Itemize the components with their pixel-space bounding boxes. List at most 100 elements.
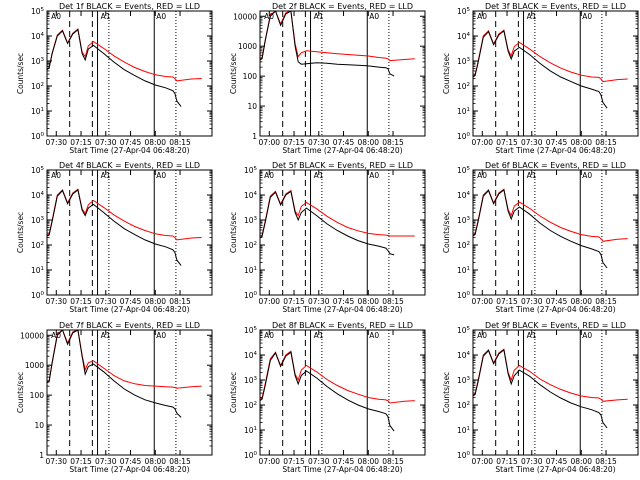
y-tick-label: 100: [31, 291, 45, 300]
plot-frame: [46, 329, 213, 456]
x-tick-label: 07:45: [333, 297, 355, 306]
plot-frame: [259, 169, 426, 296]
x-tick-label: 07:15: [70, 297, 92, 306]
panel-title: Det 7f BLACK = Events, RED = LLD: [59, 321, 200, 330]
x-tick-label: 08:00: [357, 138, 379, 147]
x-tick-label: 08:00: [570, 297, 592, 306]
attenuator-label: A0: [582, 331, 592, 340]
lld-series-line: [473, 188, 628, 242]
x-tick-label: 07:30: [45, 138, 67, 147]
y-tick-label: 101: [244, 266, 257, 275]
panel-title: Det 2f BLACK = Events, RED = LLD: [272, 2, 413, 11]
y-tick-label: 102: [457, 401, 470, 410]
y-tick-label: 105: [31, 7, 45, 16]
y-tick-label: 103: [457, 216, 471, 225]
plot-frame: [259, 10, 426, 137]
x-tick-label: 08:00: [144, 457, 166, 466]
panel-title: Det 3f BLACK = Events, RED = LLD: [485, 2, 626, 11]
y-tick-label: 100: [457, 132, 471, 141]
y-tick-label: 103: [31, 57, 45, 66]
y-axis-label: Counts/sec: [442, 212, 451, 253]
plot-frame: [46, 10, 213, 137]
attenuator-label: A0: [264, 12, 274, 21]
y-tick-label: 105: [31, 166, 45, 175]
attenuator-label: A0: [156, 12, 166, 21]
attenuator-label: A0: [51, 171, 61, 180]
lld-series-line: [260, 350, 415, 404]
panel-title: Det 1f BLACK = Events, RED = LLD: [59, 2, 200, 11]
x-tick-label: 08:15: [169, 457, 191, 466]
attenuator-label: A1: [314, 331, 324, 340]
x-axis-label: Start Time (27-Apr-04 06:48:20): [495, 146, 615, 155]
attenuator-label: A1: [527, 331, 537, 340]
y-tick-label: 1000: [25, 361, 44, 370]
y-tick-label: 102: [244, 241, 257, 250]
x-tick-label: 07:00: [258, 457, 280, 466]
y-tick-label: 104: [31, 32, 45, 41]
events-series-line: [47, 28, 182, 107]
x-axis-label: Start Time (27-Apr-04 06:48:20): [495, 305, 615, 314]
x-tick-label: 08:15: [382, 297, 404, 306]
attenuator-label: A1: [101, 12, 111, 21]
x-tick-label: 07:30: [308, 138, 330, 147]
panel-title: Det 5f BLACK = Events, RED = LLD: [272, 161, 413, 170]
x-axis-label: Start Time (27-Apr-04 06:48:20): [282, 146, 402, 155]
x-tick-label: 07:45: [120, 297, 142, 306]
x-tick-label: 08:00: [144, 297, 166, 306]
attenuator-label: A0: [477, 171, 487, 180]
events-series-line: [260, 11, 395, 77]
x-tick-label: 08:00: [144, 138, 166, 147]
x-tick-label: 08:15: [595, 457, 617, 466]
y-tick-label: 103: [31, 216, 45, 225]
x-axis-label: Start Time (27-Apr-04 06:48:20): [69, 305, 189, 314]
y-tick-label: 102: [457, 241, 470, 250]
y-tick-label: 105: [457, 166, 471, 175]
x-axis-label: Start Time (27-Apr-04 06:48:20): [69, 146, 189, 155]
attenuator-label: A0: [264, 331, 274, 340]
lld-series-line: [47, 188, 202, 241]
x-tick-label: 08:00: [570, 457, 592, 466]
y-axis-label: Counts/sec: [16, 53, 25, 94]
y-tick-label: 100: [31, 132, 45, 141]
y-tick-label: 104: [457, 191, 471, 200]
attenuator-label: A1: [314, 171, 324, 180]
x-axis-label: Start Time (27-Apr-04 06:48:20): [495, 465, 615, 474]
plot-frame: [259, 329, 426, 456]
x-tick-label: 07:30: [45, 457, 67, 466]
x-tick-label: 07:00: [471, 297, 493, 306]
y-tick-label: 105: [244, 166, 258, 175]
y-tick-label: 100: [243, 72, 258, 81]
y-tick-label: 105: [244, 326, 258, 335]
plot-frame: [472, 169, 639, 296]
x-tick-label: 07:45: [333, 138, 355, 147]
y-tick-label: 101: [457, 107, 470, 116]
x-tick-label: 07:30: [521, 138, 543, 147]
y-tick-label: 100: [457, 291, 471, 300]
panel-title: Det 6f BLACK = Events, RED = LLD: [485, 161, 626, 170]
x-tick-label: 07:45: [120, 138, 142, 147]
y-axis-label: Counts/sec: [16, 372, 25, 413]
x-tick-label: 07:15: [283, 457, 305, 466]
panel-title: Det 9f BLACK = Events, RED = LLD: [485, 321, 626, 330]
y-tick-label: 103: [244, 216, 258, 225]
attenuator-label: A0: [156, 331, 166, 340]
y-tick-label: 104: [244, 351, 258, 360]
y-tick-label: 102: [244, 401, 257, 410]
attenuator-label: A0: [582, 12, 592, 21]
x-tick-label: 07:45: [333, 457, 355, 466]
attenuator-label: A0: [51, 12, 61, 21]
y-tick-label: 102: [457, 82, 470, 91]
lld-series-line: [47, 28, 202, 82]
y-tick-label: 1: [39, 451, 44, 460]
x-tick-label: 08:15: [382, 138, 404, 147]
panel-title: Det 8f BLACK = Events, RED = LLD: [272, 321, 413, 330]
y-tick-label: 104: [457, 32, 471, 41]
y-tick-label: 10000: [20, 331, 44, 340]
x-tick-label: 07:15: [70, 457, 92, 466]
